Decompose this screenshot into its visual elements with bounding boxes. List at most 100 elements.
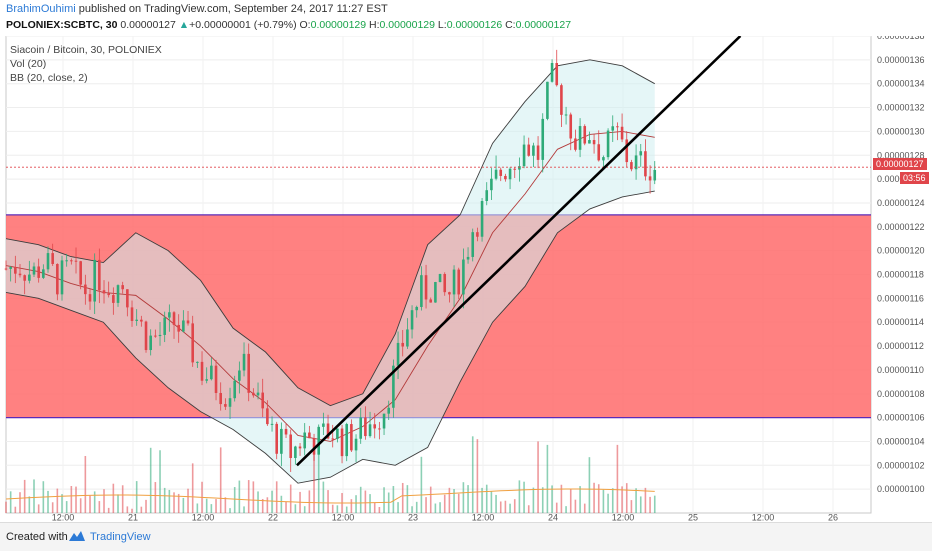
candle-body (51, 253, 54, 264)
candle-body (550, 63, 554, 82)
candle-body (219, 392, 222, 405)
candle-body (214, 365, 218, 393)
close-value: 0.00000127 (515, 19, 572, 31)
candle-body (9, 267, 12, 269)
price-chart[interactable]: 0.00000138 0.00000136 0.00000134 0.00000132… (0, 36, 932, 522)
volume-bar (9, 491, 12, 513)
volume-bar (429, 486, 432, 513)
candle-body (555, 63, 559, 86)
volume-bar (313, 443, 315, 513)
volume-bar (579, 486, 581, 513)
candle-body (508, 168, 512, 180)
candle-body (578, 126, 582, 150)
volume-bar (280, 495, 283, 513)
candle-body (340, 428, 344, 457)
x-tick-label: 12:00 (52, 513, 75, 523)
bb-lower-line (5, 190, 655, 484)
volume-bar (75, 486, 77, 513)
volume-bar (145, 499, 147, 513)
candle-body (210, 365, 213, 380)
candle-body (130, 307, 134, 321)
volume-bar (70, 486, 73, 513)
volume-bar (616, 444, 619, 513)
volume-bar (653, 495, 656, 513)
volume-bar (541, 487, 544, 513)
y-tick-label: 0.00000134 (877, 79, 925, 89)
volume-bar (5, 501, 7, 513)
volume-bar (583, 503, 586, 513)
volume-bar (359, 486, 362, 513)
volume-bar (406, 485, 409, 513)
candle-body (303, 432, 307, 449)
volume-legend[interactable]: Vol (20) (10, 58, 47, 70)
tradingview-brand[interactable]: TradingView (90, 531, 151, 543)
volume-bar (56, 488, 59, 513)
x-tick-label: 12:00 (612, 513, 635, 523)
y-tick-label: 0.00000120 (877, 246, 925, 256)
candle-body (625, 139, 629, 163)
volume-bar (121, 485, 124, 513)
y-tick-label: 0.00000124 (877, 198, 925, 208)
published-text: published on TradingView.com, September … (78, 3, 388, 15)
volume-bar (103, 489, 105, 513)
volume-bar (574, 499, 577, 513)
volume-bar (350, 499, 353, 513)
volume-bar (93, 491, 96, 513)
volume-bar (551, 485, 553, 513)
volume-bar (107, 507, 110, 513)
volume-bar (317, 438, 320, 513)
volume-bar (191, 463, 194, 513)
y-tick-label: 0.00000104 (877, 436, 925, 446)
candle-body (23, 275, 26, 281)
trendline (296, 36, 742, 467)
x-tick-label: 26 (828, 513, 838, 523)
volume-bar (383, 487, 385, 513)
bb-band-fill (6, 59, 655, 484)
candle-body (140, 319, 143, 322)
candle-body (42, 269, 45, 278)
candle-body (163, 317, 166, 335)
candle-body (560, 85, 563, 115)
change-arrow-icon: ▲ (178, 19, 190, 31)
volume-bar (355, 495, 357, 513)
author-link[interactable]: BrahimOuhimi (6, 3, 76, 15)
candle-body (401, 342, 405, 347)
candle-body (546, 81, 549, 119)
volume-bar (397, 502, 399, 513)
high-value: 0.00000129 (379, 19, 435, 31)
x-tick-label: 24 (548, 513, 558, 523)
tradingview-logo-icon[interactable] (68, 529, 86, 543)
bb-legend[interactable]: BB (20, close, 2) (10, 72, 88, 84)
volume-bar (373, 502, 376, 513)
candle-body (107, 293, 110, 296)
candle-body (37, 266, 40, 278)
volume-bar (79, 498, 82, 513)
candle-body (410, 310, 414, 330)
candle-body (378, 428, 381, 430)
volume-bar (336, 505, 339, 513)
candle-body (126, 289, 129, 308)
candle-body (284, 428, 288, 435)
candle-body (32, 266, 36, 275)
volume-bar (476, 439, 479, 513)
x-tick-label: 21 (128, 513, 138, 523)
candle-body (499, 169, 503, 176)
x-tick-label: 12:00 (472, 513, 495, 523)
volume-bar (168, 489, 171, 513)
candle-body (653, 169, 657, 181)
symbol-label[interactable]: POLONIEX:SCBTC, 30 (6, 19, 118, 31)
volume-bar (23, 479, 26, 513)
candle-body (420, 275, 423, 307)
volume-bar (378, 506, 381, 513)
volume-bar (14, 506, 17, 513)
candle-body (322, 423, 325, 427)
candle-body (457, 269, 461, 295)
x-tick-label: 25 (688, 513, 698, 523)
volume-bar (635, 488, 637, 513)
volume-bar (285, 501, 287, 513)
volume-bar (611, 488, 614, 513)
candle-body (224, 404, 227, 407)
volume-bar (457, 493, 460, 513)
x-tick-label: 12:00 (752, 513, 775, 523)
volume-bar (630, 500, 633, 513)
